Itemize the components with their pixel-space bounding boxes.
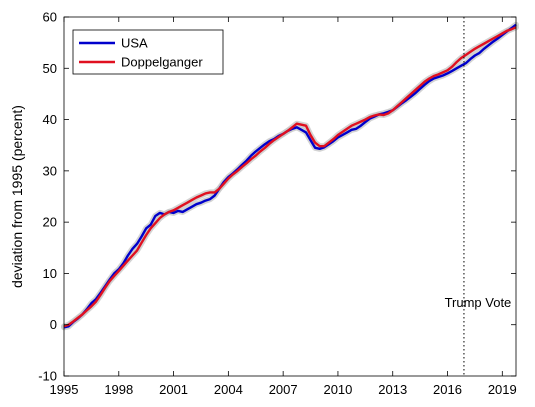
x-tick-label: 1998: [104, 382, 133, 397]
x-tick-label: 2016: [433, 382, 462, 397]
legend: USA Doppelganger: [72, 29, 224, 75]
y-tick-label: 60: [43, 10, 57, 25]
annotation-layer: Trump Vote: [445, 17, 512, 376]
y-tick-label: 40: [43, 112, 57, 127]
y-tick-label: 30: [43, 163, 57, 178]
x-tick-label: 2007: [269, 382, 298, 397]
x-tick-label: 2013: [378, 382, 407, 397]
series-layer: [61, 21, 519, 331]
y-tick-label: 0: [50, 317, 57, 332]
annotation-label: Trump Vote: [445, 295, 512, 310]
x-tick-label: 2004: [214, 382, 243, 397]
y-tick-label: 50: [43, 61, 57, 76]
y-tick-label: 20: [43, 215, 57, 230]
x-tick-label: 2010: [323, 382, 352, 397]
axes-layer: 1995 1998 2001 2004 2007 2010 2013 2016 2019-100…: [38, 10, 517, 398]
x-tick-label: 2019: [488, 382, 517, 397]
plot-frame: [63, 16, 517, 377]
x-tick-label: 1995: [50, 382, 79, 397]
legend-label-doppelganger: Doppelganger: [121, 55, 203, 70]
legend-box: [72, 29, 224, 75]
y-tick-label: -10: [38, 369, 57, 384]
series-line-doppelganger: [63, 26, 517, 328]
legend-label-usa: USA: [121, 36, 148, 51]
y-axis-label: deviation from 1995 (percent): [9, 105, 25, 288]
x-tick-label: 2001: [159, 382, 188, 397]
y-tick-label: 10: [43, 266, 57, 281]
